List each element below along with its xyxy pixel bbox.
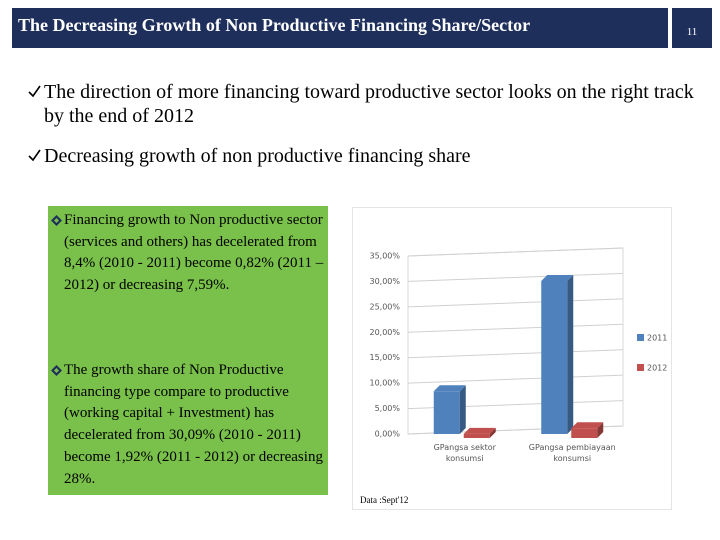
grid-line xyxy=(407,247,624,257)
box-text: The growth share of Non Productive finan… xyxy=(64,362,323,487)
chart: 0,00% 5,00% 10,00% 15,00% 20,00% 25,00% 30,00%… xyxy=(352,207,672,510)
bar xyxy=(541,280,568,434)
check-icon xyxy=(28,149,41,162)
bar-side xyxy=(489,427,496,438)
bullet-text: The direction of more financing toward p… xyxy=(44,81,694,127)
x-tick-label: GPangsa pembiayaan konsumsi xyxy=(528,443,616,463)
y-tick-label: 25,00% xyxy=(369,302,400,311)
bar xyxy=(433,391,460,434)
check-icon xyxy=(28,85,41,98)
bar-side xyxy=(459,385,466,434)
grid-line xyxy=(407,349,624,359)
legend-swatch xyxy=(637,334,644,341)
bar-top xyxy=(463,427,496,434)
y-tick-label: 15,00% xyxy=(369,353,400,362)
page-number: 11 xyxy=(672,8,712,48)
x-tick-label: GPangsa sektor konsumsi xyxy=(433,443,496,463)
diamond-icon xyxy=(51,365,62,376)
y-tick-label: 10,00% xyxy=(369,379,400,388)
bar xyxy=(571,428,598,438)
legend-label: 2012 xyxy=(647,364,667,373)
text-box: Financing growth to Non productive secto… xyxy=(48,206,328,495)
grid-line xyxy=(407,374,624,384)
legend-label: 2011 xyxy=(647,334,667,343)
grid-line xyxy=(407,272,624,282)
bullet: Decreasing growth of non productive fina… xyxy=(28,144,694,168)
box-item: The growth share of Non Productive finan… xyxy=(51,360,324,490)
bar-top xyxy=(433,385,466,392)
y-tick-label: 0,00% xyxy=(375,430,401,439)
grid-line xyxy=(407,323,624,333)
y-tick-label: 35,00% xyxy=(369,252,400,261)
bar xyxy=(463,433,490,438)
bar-top xyxy=(541,274,574,281)
box-item: Financing growth to Non productive secto… xyxy=(51,210,324,297)
bar-side xyxy=(597,422,604,438)
legend-swatch xyxy=(637,364,644,371)
chart-svg: 0,00% 5,00% 10,00% 15,00% 20,00% 25,00% 30,00%… xyxy=(369,247,667,439)
diamond-icon xyxy=(51,215,62,226)
y-tick-label: 20,00% xyxy=(369,328,400,337)
title: The Decreasing Growth of Non Productive … xyxy=(12,8,668,48)
y-tick-label: 5,00% xyxy=(375,404,401,413)
bullet: The direction of more financing toward p… xyxy=(28,80,694,128)
source: Data :Sept'12 xyxy=(360,495,409,505)
bar-top xyxy=(571,422,604,429)
bullet-text: Decreasing growth of non productive fina… xyxy=(44,145,471,167)
box-text: Financing growth to Non productive secto… xyxy=(64,212,324,294)
bar-side xyxy=(567,274,574,434)
y-tick-label: 30,00% xyxy=(369,277,400,286)
grid-line xyxy=(407,298,624,308)
